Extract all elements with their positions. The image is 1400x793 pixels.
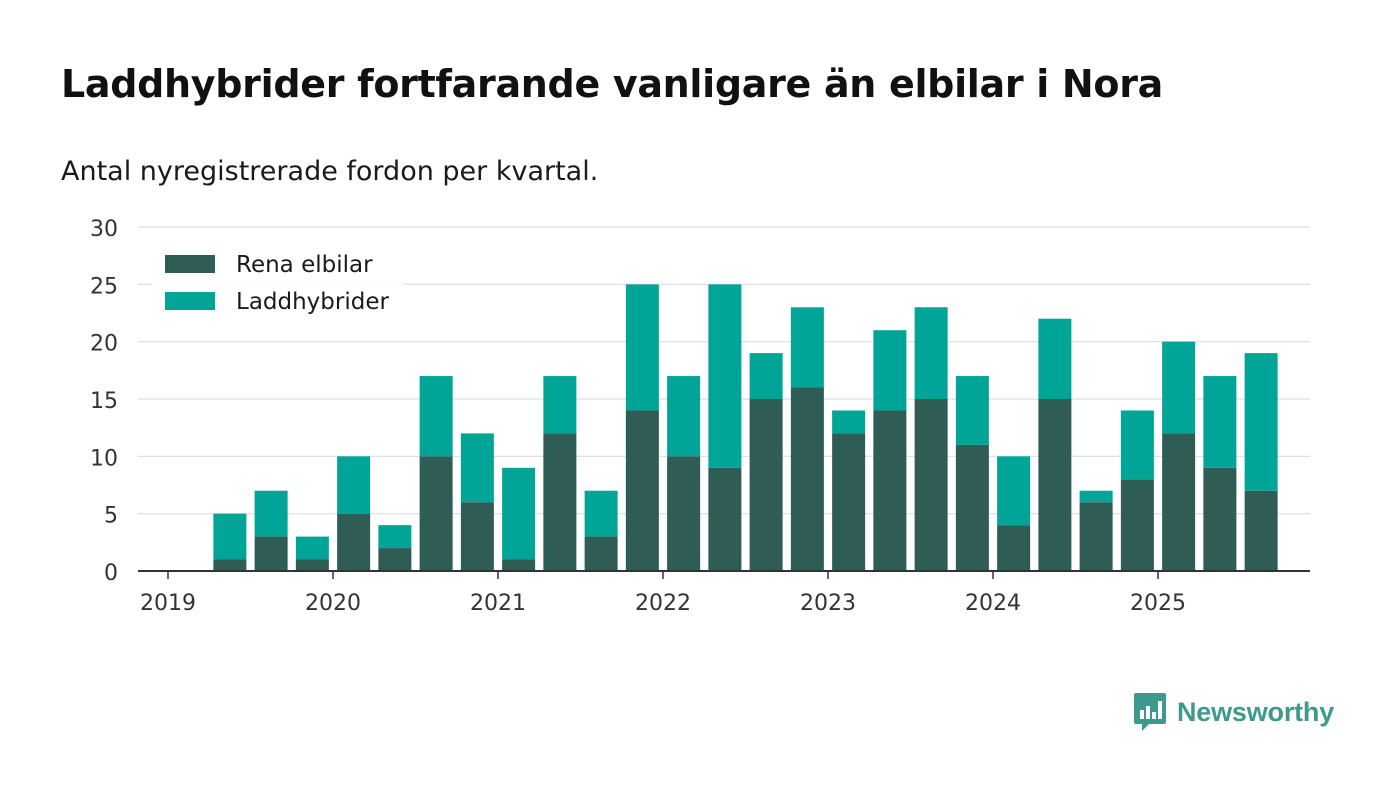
bar-laddhybrider xyxy=(378,525,412,549)
y-tick-label: 25 xyxy=(90,274,118,299)
bar-laddhybrider xyxy=(914,307,948,399)
bar-rena-elbilar xyxy=(1120,479,1154,571)
x-tick-label: 2022 xyxy=(635,591,691,616)
bar-rena-elbilar xyxy=(460,502,494,571)
bar-rena-elbilar xyxy=(543,433,577,571)
bar-rena-elbilar xyxy=(1203,467,1237,571)
legend-swatch-0 xyxy=(165,255,215,273)
chart-subtitle: Antal nyregistrerade fordon per kvartal. xyxy=(61,156,599,187)
x-tick-label: 2021 xyxy=(470,591,526,616)
bar-laddhybrider xyxy=(1244,353,1278,491)
bars xyxy=(213,284,1278,571)
bar-rena-elbilar xyxy=(832,433,866,571)
bar-rena-elbilar xyxy=(873,410,907,571)
chart-title: Laddhybrider fortfarande vanligare än el… xyxy=(61,62,1163,106)
bar-rena-elbilar xyxy=(1244,490,1278,571)
bar-rena-elbilar xyxy=(378,548,412,571)
legend-swatch-1 xyxy=(165,292,215,310)
bar-laddhybrider xyxy=(1079,490,1113,503)
y-tick-label: 30 xyxy=(90,217,118,242)
y-tick-label: 0 xyxy=(104,561,118,586)
bar-laddhybrider xyxy=(1120,410,1154,480)
y-tick-label: 5 xyxy=(104,504,118,529)
x-tick-label: 2025 xyxy=(1130,591,1186,616)
x-tick-label: 2024 xyxy=(965,591,1021,616)
bar-rena-elbilar xyxy=(1079,502,1113,571)
bar-laddhybrider xyxy=(708,284,742,468)
bar-rena-elbilar xyxy=(708,467,742,571)
bar-rena-elbilar xyxy=(790,387,824,571)
bar-laddhybrider xyxy=(955,376,989,445)
bar-laddhybrider xyxy=(1162,341,1196,434)
x-tick-label: 2020 xyxy=(305,591,361,616)
bar-laddhybrider xyxy=(832,410,866,434)
bar-rena-elbilar xyxy=(997,525,1031,571)
bar-laddhybrider xyxy=(419,376,453,457)
newsworthy-logo-icon xyxy=(1134,693,1166,731)
y-tick-label: 15 xyxy=(90,389,118,414)
bar-laddhybrider xyxy=(213,513,247,560)
bar-rena-elbilar xyxy=(667,456,701,571)
y-tick-label: 20 xyxy=(90,332,118,357)
brand-name: Newsworthy xyxy=(1177,696,1335,727)
bar-rena-elbilar xyxy=(625,410,659,571)
legend-label: Laddhybrider xyxy=(236,289,389,315)
bar-laddhybrider xyxy=(790,307,824,388)
bar-rena-elbilar xyxy=(955,444,989,571)
brand-logo: Newsworthy xyxy=(1133,692,1334,732)
bar-rena-elbilar xyxy=(584,536,618,571)
y-tick-label: 10 xyxy=(90,446,118,471)
bar-laddhybrider xyxy=(873,330,907,411)
bar-rena-elbilar xyxy=(295,559,329,571)
bar-laddhybrider xyxy=(584,490,618,537)
bar-laddhybrider xyxy=(254,490,288,537)
bar-rena-elbilar xyxy=(1038,399,1072,571)
bar-laddhybrider xyxy=(667,376,701,457)
bar-laddhybrider xyxy=(749,353,783,399)
bar-laddhybrider xyxy=(460,433,494,503)
bar-laddhybrider xyxy=(997,456,1031,526)
bar-rena-elbilar xyxy=(914,399,948,571)
legend: Rena elbilar Laddhybrider xyxy=(152,246,404,324)
bar-rena-elbilar xyxy=(502,559,536,571)
bar-laddhybrider xyxy=(625,284,659,411)
x-tick-label: 2019 xyxy=(140,591,196,616)
bar-laddhybrider xyxy=(1038,318,1072,399)
bar-rena-elbilar xyxy=(254,536,288,571)
bar-rena-elbilar xyxy=(419,456,453,571)
bar-rena-elbilar xyxy=(337,513,371,571)
bar-laddhybrider xyxy=(1203,376,1237,468)
bar-laddhybrider xyxy=(295,536,329,560)
bar-laddhybrider xyxy=(502,467,536,560)
bar-laddhybrider xyxy=(543,376,577,434)
bar-rena-elbilar xyxy=(1162,433,1196,571)
bar-laddhybrider xyxy=(337,456,371,514)
bar-rena-elbilar xyxy=(213,559,247,571)
bar-rena-elbilar xyxy=(749,399,783,571)
legend-label: Rena elbilar xyxy=(236,252,373,278)
x-tick-label: 2023 xyxy=(800,591,856,616)
